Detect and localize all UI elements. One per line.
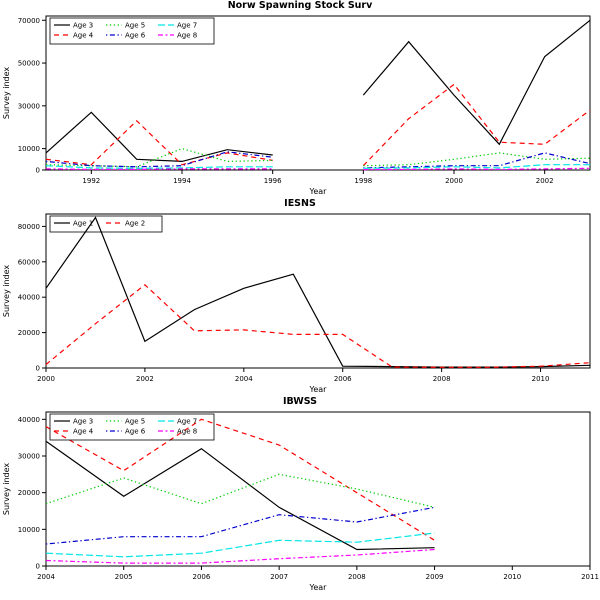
svg-text:2005: 2005 xyxy=(115,573,133,581)
svg-text:Age 5: Age 5 xyxy=(125,22,145,30)
chart-iesns-plot: 2000 2002 2004 2006 2008 2010 0 20000 40000 60000… xyxy=(2,213,591,394)
svg-text:2004: 2004 xyxy=(235,375,253,383)
svg-text:Age 4: Age 4 xyxy=(73,428,94,436)
svg-text:Age 3: Age 3 xyxy=(73,418,93,426)
svg-text:Survey index: Survey index xyxy=(2,67,11,120)
chart-iesns: IESNS 2000 2002 2004 2006 2008 2010 0 20000 4000… xyxy=(0,198,600,396)
svg-text:2000: 2000 xyxy=(445,177,463,185)
svg-text:Age 7: Age 7 xyxy=(177,22,197,30)
svg-text:2009: 2009 xyxy=(426,573,444,581)
svg-text:30000: 30000 xyxy=(18,102,40,110)
svg-text:20000: 20000 xyxy=(18,329,40,337)
chart-ibwss: IBWSS 2004 2005 2006 2007 2008 2009 2010 2011 0 1… xyxy=(0,396,600,594)
svg-text:2004: 2004 xyxy=(37,573,55,581)
svg-text:2011: 2011 xyxy=(581,573,599,581)
svg-text:1994: 1994 xyxy=(173,177,191,185)
chart-norw-plot: 1992 1994 1996 1998 2000 2002 0 10000 30000 50000… xyxy=(2,15,591,196)
svg-text:Survey index: Survey index xyxy=(2,463,11,516)
svg-text:Year: Year xyxy=(309,583,328,592)
chart-ibwss-title: IBWSS xyxy=(283,396,317,407)
svg-text:Age 1: Age 1 xyxy=(73,220,93,228)
svg-text:0: 0 xyxy=(36,167,40,175)
svg-text:0: 0 xyxy=(36,365,40,373)
svg-text:Survey index: Survey index xyxy=(2,265,11,318)
svg-text:Age 6: Age 6 xyxy=(125,32,146,40)
svg-text:Age 3: Age 3 xyxy=(73,22,93,30)
svg-text:2007: 2007 xyxy=(270,573,288,581)
svg-text:2008: 2008 xyxy=(433,375,451,383)
svg-text:2010: 2010 xyxy=(503,573,521,581)
svg-text:20000: 20000 xyxy=(18,489,40,497)
svg-text:60000: 60000 xyxy=(18,258,40,266)
svg-text:0: 0 xyxy=(36,563,40,571)
svg-text:70000: 70000 xyxy=(18,17,40,25)
svg-text:Age 8: Age 8 xyxy=(177,32,197,40)
svg-text:Age 6: Age 6 xyxy=(125,428,146,436)
svg-text:40000: 40000 xyxy=(18,294,40,302)
svg-text:40000: 40000 xyxy=(18,416,40,424)
svg-text:1996: 1996 xyxy=(264,177,282,185)
svg-text:Age 8: Age 8 xyxy=(177,428,197,436)
svg-text:2006: 2006 xyxy=(193,573,211,581)
svg-text:2008: 2008 xyxy=(348,573,366,581)
svg-text:2010: 2010 xyxy=(532,375,550,383)
svg-text:80000: 80000 xyxy=(18,223,40,231)
chart-norw-spawning: Norw Spawning Stock Surv 1992 1994 1996 199… xyxy=(0,0,600,198)
svg-text:1998: 1998 xyxy=(354,177,372,185)
svg-text:10000: 10000 xyxy=(18,145,40,153)
chart-ibwss-plot: 2004 2005 2006 2007 2008 2009 2010 2011 0 10000 20… xyxy=(2,411,599,592)
svg-text:Age 7: Age 7 xyxy=(177,418,197,426)
svg-text:2000: 2000 xyxy=(37,375,55,383)
svg-text:30000: 30000 xyxy=(18,453,40,461)
svg-text:50000: 50000 xyxy=(18,60,40,68)
svg-text:2002: 2002 xyxy=(136,375,154,383)
svg-text:Age 2: Age 2 xyxy=(125,220,145,228)
chart-iesns-title: IESNS xyxy=(284,198,316,209)
svg-text:Year: Year xyxy=(309,385,328,394)
svg-text:Age 4: Age 4 xyxy=(73,32,94,40)
svg-text:1992: 1992 xyxy=(82,177,100,185)
chart-norw-title: Norw Spawning Stock Surv xyxy=(227,0,373,11)
svg-text:10000: 10000 xyxy=(18,526,40,534)
svg-text:2006: 2006 xyxy=(334,375,352,383)
svg-text:2002: 2002 xyxy=(536,177,554,185)
svg-text:Age 5: Age 5 xyxy=(125,418,145,426)
svg-text:Year: Year xyxy=(309,187,328,196)
